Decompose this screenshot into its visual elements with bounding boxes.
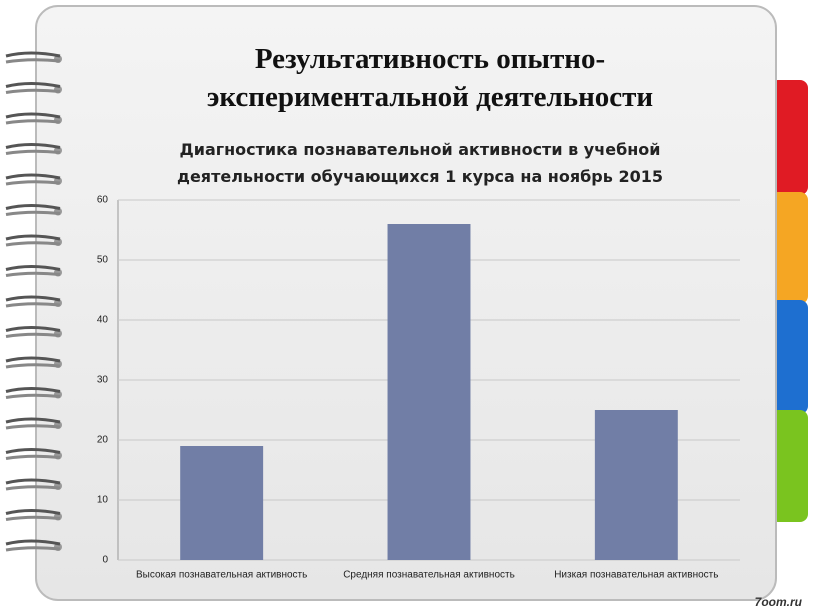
- spiral: [5, 51, 62, 552]
- ring: [5, 424, 61, 430]
- x-tick-label: Низкая познавательная активность: [554, 570, 718, 581]
- slide-title: Результативность опытно-экспериментально…: [206, 43, 654, 113]
- ring: [5, 387, 61, 393]
- x-tick-label: Средняя познавательная активность: [343, 570, 515, 581]
- ring: [5, 149, 61, 155]
- y-tick-label: 20: [97, 435, 109, 446]
- ring: [5, 271, 61, 277]
- ring: [5, 539, 61, 546]
- ring: [5, 82, 61, 88]
- ring: [5, 332, 61, 338]
- ring: [5, 180, 61, 186]
- ring: [5, 119, 61, 125]
- ring: [5, 326, 61, 332]
- y-tick-label: 50: [97, 255, 109, 266]
- ring: [5, 173, 61, 180]
- ring: [5, 265, 61, 271]
- tab: [770, 300, 808, 414]
- y-tick-label: 60: [97, 195, 109, 206]
- ring: [5, 393, 61, 399]
- tab: [770, 192, 808, 304]
- ring: [5, 210, 61, 216]
- watermark: 7oom.ru: [754, 595, 802, 609]
- y-tick-label: 30: [97, 375, 109, 386]
- tab: [770, 80, 808, 195]
- ring: [5, 295, 61, 302]
- y-tick-label: 0: [102, 555, 108, 566]
- ring: [5, 454, 61, 460]
- ring: [5, 417, 61, 424]
- ring: [5, 478, 61, 485]
- ring: [5, 509, 61, 515]
- tab: [770, 410, 808, 522]
- y-tick-label: 10: [97, 495, 109, 506]
- bar: [180, 446, 264, 560]
- ring: [5, 302, 61, 308]
- ring: [5, 363, 61, 369]
- ring: [5, 58, 61, 64]
- ring: [5, 234, 61, 241]
- ring: [5, 241, 61, 247]
- ring: [5, 143, 61, 149]
- ring: [5, 515, 61, 521]
- ring: [5, 204, 61, 210]
- ring: [5, 448, 61, 454]
- ring: [5, 51, 61, 58]
- bar: [594, 410, 678, 560]
- ring: [5, 112, 61, 119]
- bar: [387, 224, 471, 560]
- x-tick-label: Высокая познавательная активность: [136, 570, 307, 581]
- chart-title: Диагностика познавательной активности в …: [177, 140, 663, 186]
- ring: [5, 356, 61, 363]
- ring: [5, 88, 61, 94]
- ring: [5, 546, 61, 552]
- y-tick-label: 40: [97, 315, 109, 326]
- ring: [5, 485, 61, 491]
